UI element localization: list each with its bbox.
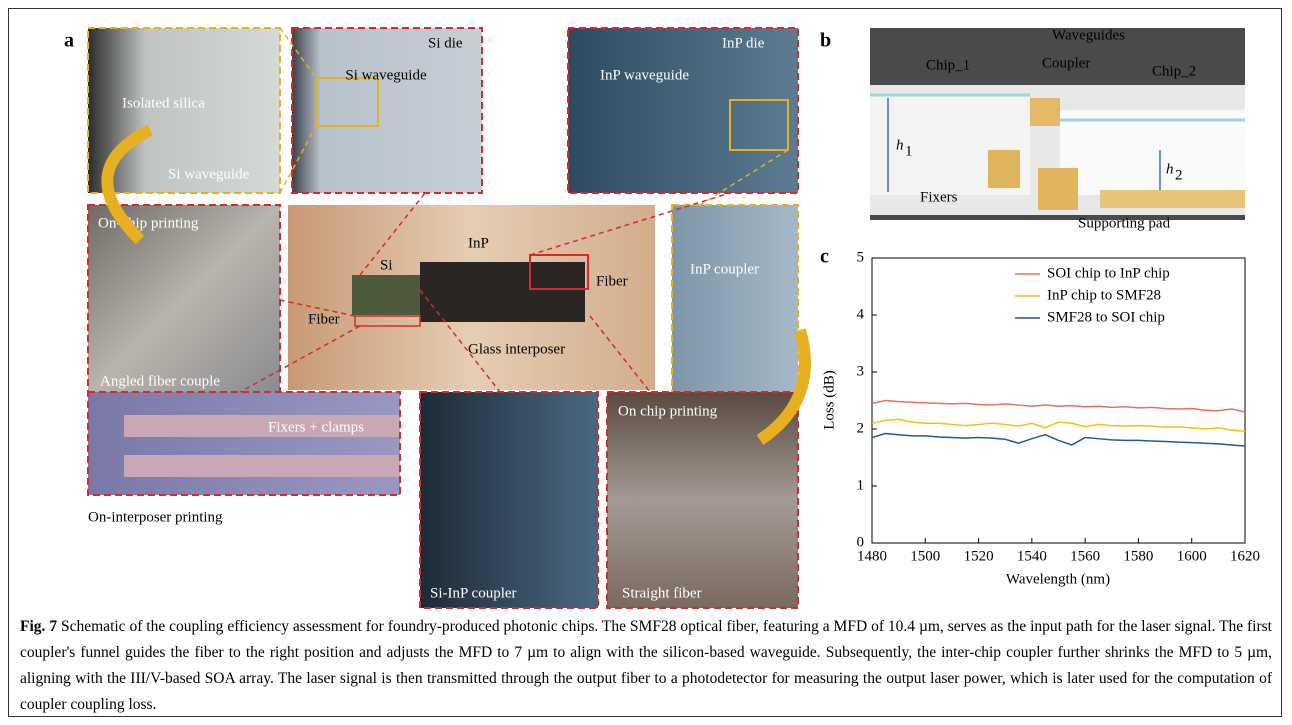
- panel-label: a: [64, 30, 74, 52]
- photo-label: InP coupler: [690, 261, 759, 277]
- x-tick-label: 1480: [857, 548, 887, 564]
- series-line: [872, 434, 1245, 447]
- y-tick-label: 2: [857, 420, 865, 436]
- panel-b: b Chip_1 Waveguides Coupler Chip_2 Fixer…: [820, 27, 1245, 231]
- y-tick-label: 3: [857, 363, 865, 379]
- x-tick-label: 1620: [1230, 548, 1260, 564]
- fixer: [988, 150, 1020, 188]
- chip-image: [420, 262, 585, 322]
- photo: [88, 392, 400, 495]
- x-tick-label: 1500: [910, 548, 940, 564]
- schematic-label: Supporting pad: [1078, 215, 1171, 231]
- photo-label: Fiber: [596, 273, 628, 289]
- photo-label: InP waveguide: [600, 67, 689, 83]
- photo-label: Fiber: [308, 311, 340, 327]
- photo-note: On-interposer printing: [88, 509, 223, 525]
- photo-label: Si: [380, 257, 393, 273]
- x-tick-label: 1520: [964, 548, 994, 564]
- caption-label: Fig. 7: [20, 618, 57, 635]
- photo: [420, 392, 598, 608]
- coupler: [1030, 98, 1060, 126]
- x-tick-label: 1560: [1070, 548, 1100, 564]
- photo: [672, 205, 798, 395]
- photo-label: Si-InP coupler: [430, 585, 517, 601]
- panel-label: b: [820, 30, 831, 52]
- panel-a: a Isolated silica Si waveguide Si die Si…: [64, 28, 805, 608]
- fixer: [1038, 168, 1078, 210]
- photo: [292, 28, 482, 193]
- legend-label: SOI chip to InP chip: [1047, 265, 1170, 281]
- photo-label: On chip printing: [618, 403, 718, 419]
- schematic-label: Coupler: [1042, 55, 1090, 71]
- fiber-image: [124, 455, 400, 477]
- series-line: [872, 419, 1245, 431]
- figure: a Isolated silica Si waveguide Si die Si…: [0, 0, 1292, 610]
- height-subscript: 1: [905, 143, 913, 159]
- schematic-label: Waveguides: [1052, 27, 1125, 43]
- photo-label: Isolated silica: [122, 95, 205, 111]
- chip-image: [352, 275, 420, 315]
- legend-label: SMF28 to SOI chip: [1047, 309, 1165, 325]
- x-tick-label: 1600: [1177, 548, 1207, 564]
- schematic-label: Fixers: [920, 189, 958, 205]
- photo: [607, 392, 798, 608]
- schematic-label: Chip_2: [1152, 63, 1196, 79]
- caption-text: Schematic of the coupling efficiency ass…: [20, 618, 1272, 713]
- photo-label: Angled fiber couple: [100, 373, 220, 389]
- legend-label: InP chip to SMF28: [1047, 287, 1161, 303]
- height-symbol: h: [896, 137, 904, 153]
- series-line: [872, 401, 1245, 412]
- chip-2: [1060, 110, 1245, 195]
- photo-label: Straight fiber: [622, 585, 702, 601]
- photo-label: InP die: [722, 35, 765, 51]
- photo: [568, 28, 798, 193]
- x-axis-label: Wavelength (nm): [1006, 571, 1110, 587]
- photo-label: InP: [468, 235, 489, 251]
- height-subscript: 2: [1175, 167, 1183, 183]
- y-tick-label: 4: [857, 306, 865, 322]
- schematic-label: Chip_1: [926, 57, 970, 73]
- panel-label: c: [820, 246, 829, 268]
- y-axis-label: Loss (dB): [821, 370, 837, 430]
- photo-label: Fixers + clamps: [268, 419, 364, 435]
- photo-label: Si waveguide: [168, 166, 250, 182]
- x-tick-label: 1580: [1123, 548, 1153, 564]
- caption: Fig. 7 Schematic of the coupling efficie…: [20, 614, 1272, 718]
- photo-label: Glass interposer: [468, 341, 565, 357]
- x-tick-label: 1540: [1017, 548, 1047, 564]
- y-tick-label: 5: [857, 249, 865, 265]
- y-tick-label: 0: [857, 534, 865, 550]
- photo-label: On-chip printing: [98, 215, 199, 231]
- photo-label: Si waveguide: [345, 67, 427, 83]
- photo: [88, 205, 280, 395]
- pad: [1100, 190, 1245, 208]
- photo-label: Si die: [428, 35, 463, 51]
- height-symbol: h: [1166, 161, 1174, 177]
- y-tick-label: 1: [857, 477, 865, 493]
